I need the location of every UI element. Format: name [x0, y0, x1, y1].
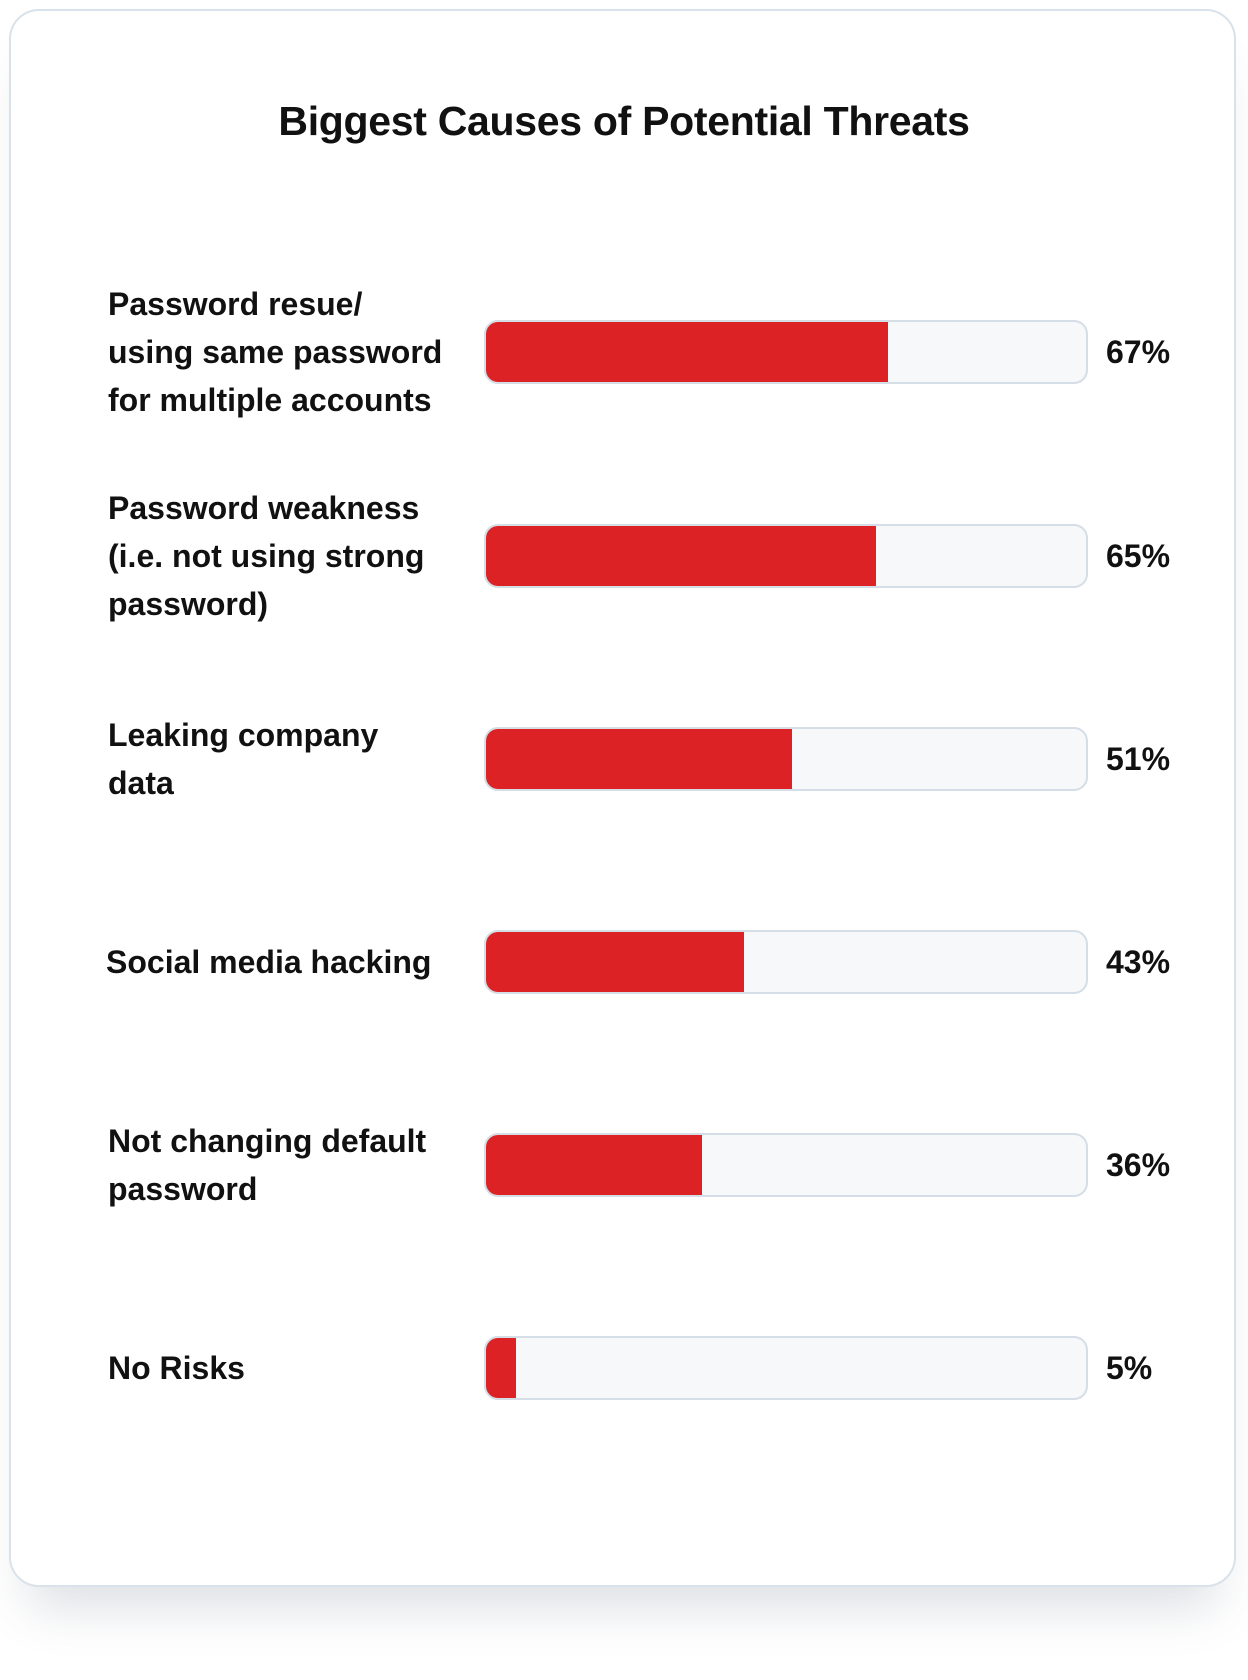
category-label: Not changing default password: [108, 1117, 478, 1213]
bar-track: [484, 524, 1088, 588]
category-label: Password weakness (i.e. not using strong p…: [108, 484, 478, 628]
category-label-line: (i.e. not using strong: [108, 538, 425, 574]
bar-fill: [486, 1338, 516, 1398]
bar-track: [484, 320, 1088, 384]
bar-fill: [486, 1135, 702, 1195]
bar-fill: [486, 729, 792, 789]
value-label: 5%: [1106, 1350, 1153, 1386]
chart-card: [9, 9, 1236, 1587]
bar-track: [484, 930, 1088, 994]
chart-title: Biggest Causes of Potential Threats: [278, 98, 970, 144]
category-label-line: Leaking company: [108, 717, 379, 753]
value-label: 51%: [1106, 741, 1171, 777]
bar-fill: [486, 932, 744, 992]
bar-track: [484, 1336, 1088, 1400]
bar-track: [484, 727, 1088, 791]
category-label-line: password: [108, 1171, 258, 1207]
category-label-line: using same password: [108, 334, 443, 370]
category-label-line: No Risks: [108, 1350, 245, 1386]
category-label-line: Password resue/: [108, 286, 363, 322]
category-label-line: Social media hacking: [106, 944, 432, 980]
value-label: 65%: [1106, 538, 1171, 574]
category-label-line: data: [108, 765, 174, 801]
bar-track: [484, 1133, 1088, 1197]
value-label: 36%: [1106, 1147, 1171, 1183]
category-label-line: Password weakness: [108, 490, 420, 526]
category-label-line: for multiple accounts: [108, 382, 432, 418]
value-label: 67%: [1106, 334, 1171, 370]
bar-fill: [486, 322, 888, 382]
bar-fill: [486, 526, 876, 586]
category-label: Social media hacking: [106, 938, 476, 986]
value-label: 43%: [1106, 944, 1171, 980]
category-label-line: password): [108, 586, 269, 622]
category-label: Password resue/using same password for mu…: [108, 280, 478, 424]
category-label: No Risks: [108, 1344, 478, 1392]
category-label-line: Not changing default: [108, 1123, 427, 1159]
category-label: Leaking company data: [108, 711, 478, 807]
